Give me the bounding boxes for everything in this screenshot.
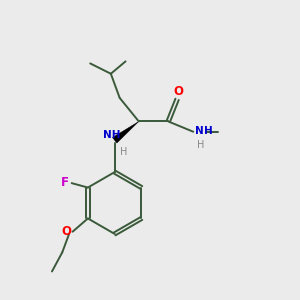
Text: H: H: [204, 126, 213, 136]
Text: O: O: [61, 225, 71, 238]
Text: N: N: [195, 126, 203, 136]
Text: H: H: [197, 140, 204, 150]
Text: NH: NH: [103, 130, 121, 140]
Text: H: H: [120, 147, 128, 157]
Text: O: O: [174, 85, 184, 98]
Text: F: F: [61, 176, 69, 189]
Polygon shape: [112, 122, 139, 143]
